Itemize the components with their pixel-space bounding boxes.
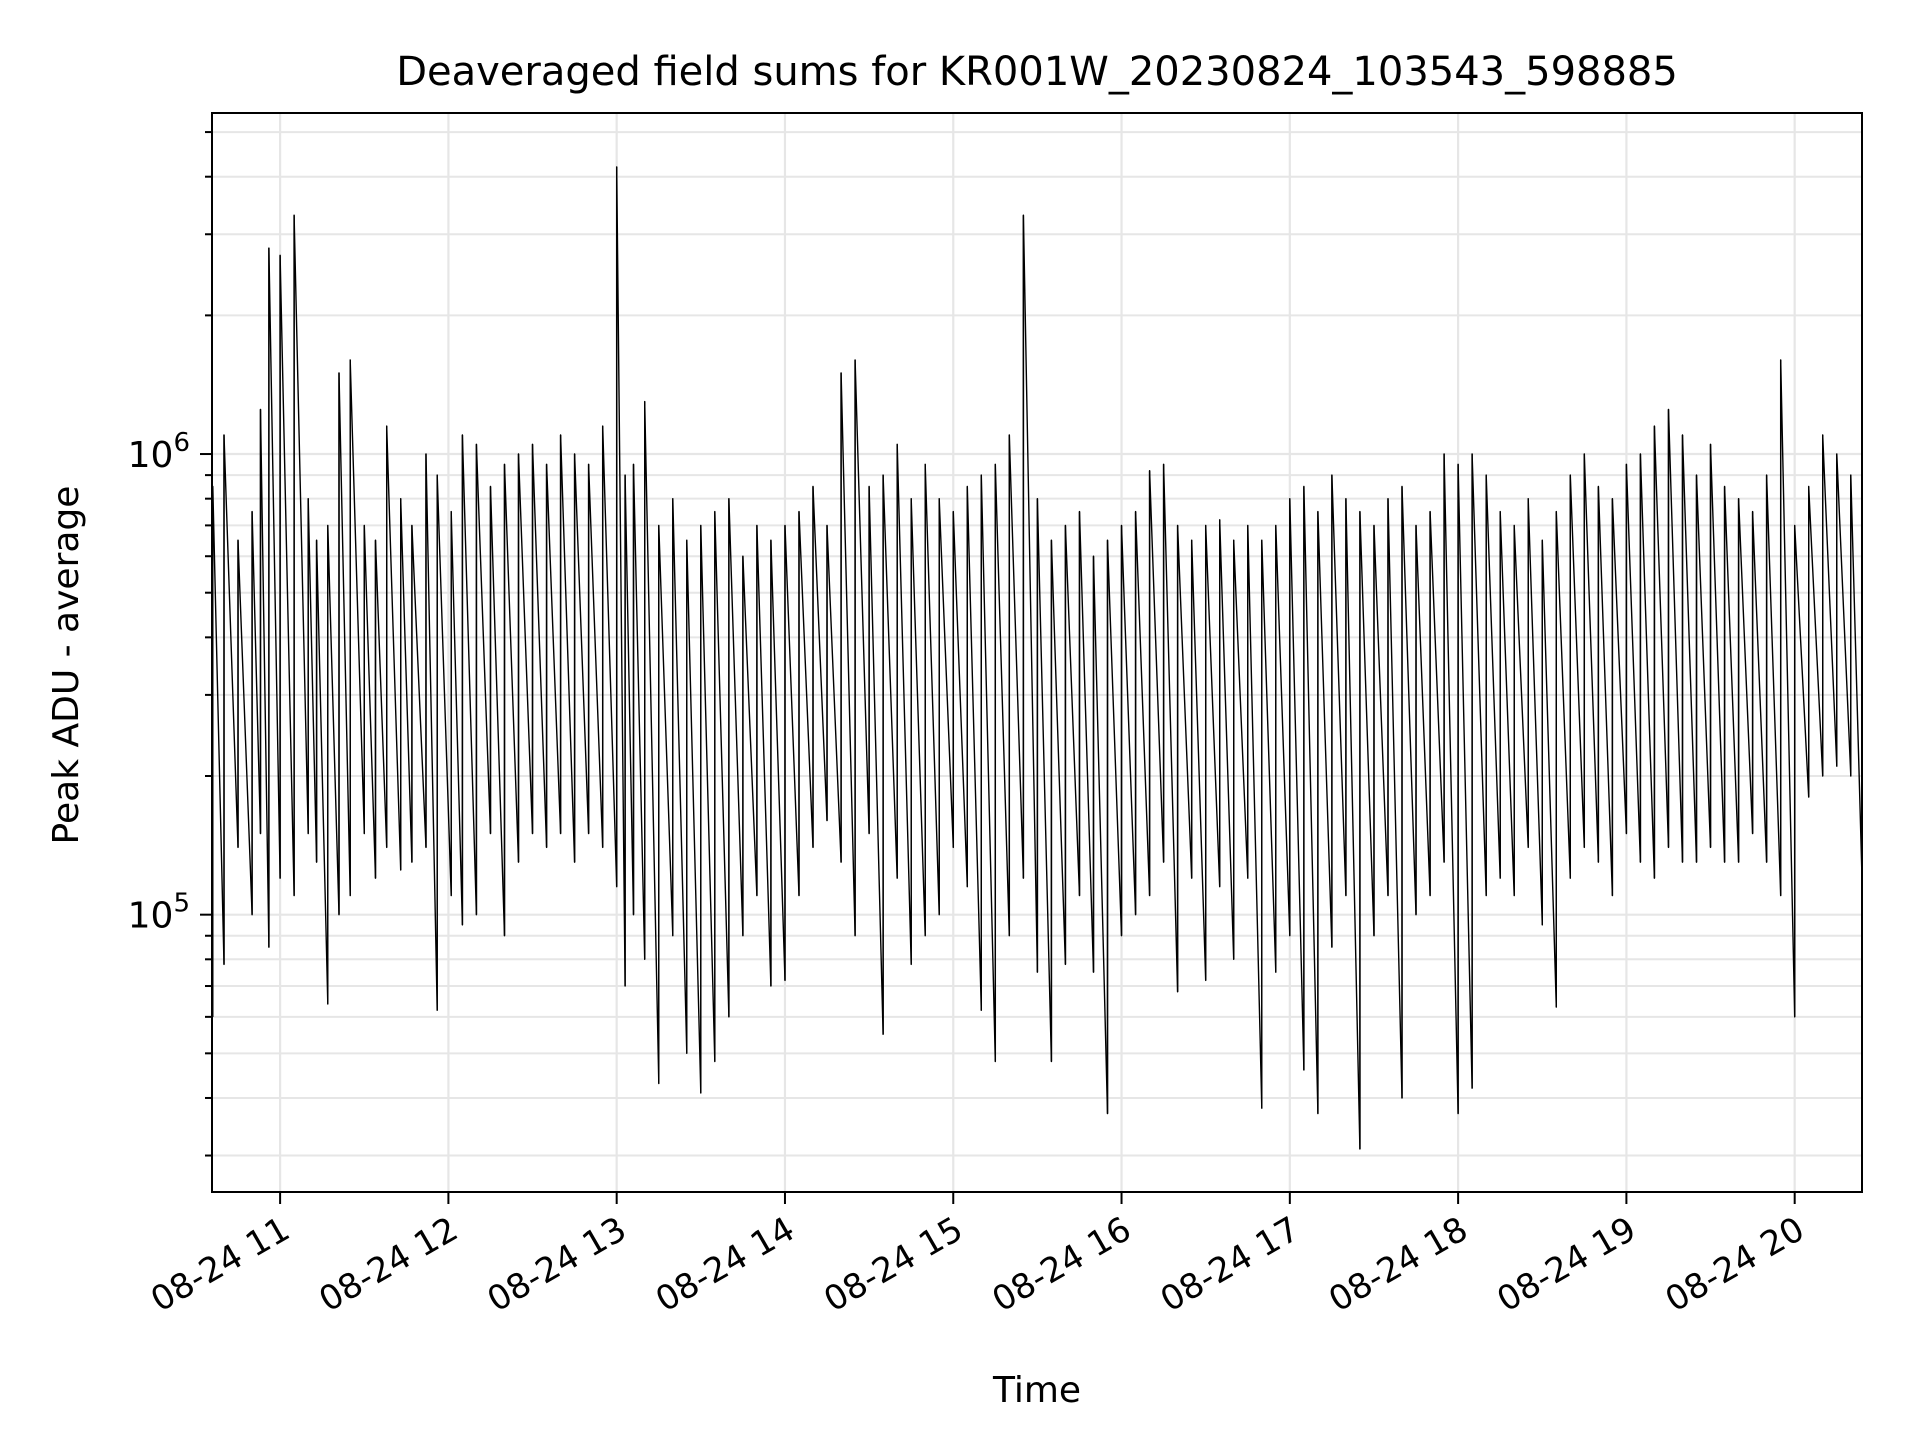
- x-tick-label: 08-24 15: [817, 1209, 969, 1320]
- y-tick-label: 105: [128, 889, 190, 937]
- x-tick-label: 08-24 16: [986, 1209, 1138, 1320]
- y-tick-label-base: 10: [128, 435, 174, 476]
- y-axis-label: Peak ADU - average: [46, 486, 87, 845]
- x-tick-label: 08-24 19: [1491, 1209, 1643, 1320]
- y-tick-label-base: 10: [128, 896, 174, 937]
- chart-title: Deaveraged field sums for KR001W_2023082…: [396, 49, 1678, 95]
- y-tick-label-exponent: 5: [173, 889, 190, 919]
- x-tick-label: 08-24 12: [313, 1209, 465, 1320]
- x-tick-label: 08-24 11: [144, 1209, 296, 1320]
- x-tick-label: 08-24 13: [481, 1209, 633, 1320]
- x-tick-label: 08-24 14: [649, 1209, 801, 1320]
- x-tick-label: 08-24 18: [1322, 1209, 1474, 1320]
- y-tick-label: 106: [128, 428, 190, 476]
- series-layer: [212, 166, 1863, 1150]
- x-axis-label: Time: [992, 1370, 1081, 1411]
- plot-frame: [211, 112, 1863, 1193]
- x-tick-label: 08-24 17: [1154, 1209, 1306, 1320]
- x-tick-label: 08-24 20: [1659, 1209, 1811, 1320]
- y-tick-label-exponent: 6: [173, 428, 190, 458]
